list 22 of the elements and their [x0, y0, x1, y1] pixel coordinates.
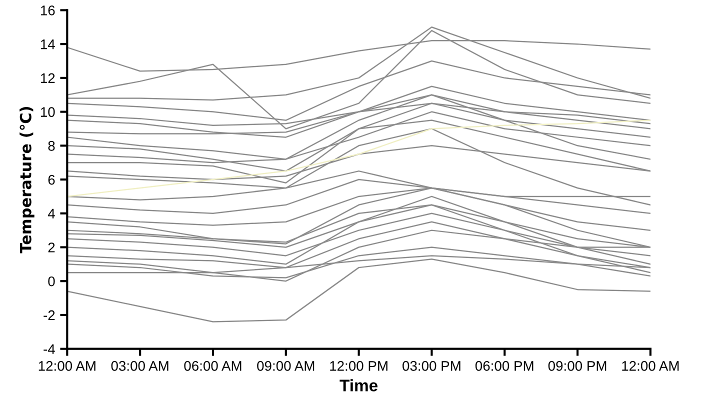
x-tick-label: 06:00 PM — [475, 361, 534, 371]
x-tick-label: 06:00 AM — [184, 361, 242, 371]
x-tick-label: 09:00 PM — [548, 361, 606, 371]
y-tick-label: -4 — [44, 344, 55, 354]
x-tick-label: 09:00 AM — [257, 361, 314, 371]
y-tick-label: 16 — [40, 6, 55, 16]
x-tick-label: 12:00 PM — [330, 361, 388, 371]
y-tick-label: 8 — [48, 140, 55, 151]
x-axis-title: Time — [340, 379, 378, 392]
y-tick-label: 12 — [40, 73, 55, 83]
y-tick-label: -2 — [44, 310, 55, 320]
y-tick-label: 2 — [48, 242, 55, 252]
x-tick-label: 12:00 AM — [622, 361, 679, 371]
y-axis-title: Temperature (℃) — [20, 106, 34, 254]
y-tick-label: 0 — [48, 276, 55, 286]
y-tick-label: 14 — [40, 40, 55, 50]
x-tick-label: 03:00 AM — [111, 361, 168, 371]
x-tick-label: 03:00 PM — [402, 361, 460, 371]
y-tick-label: 6 — [48, 174, 55, 185]
x-tick-label: 12:00 AM — [38, 361, 96, 371]
y-tick-label: 10 — [40, 107, 55, 117]
y-tick-label: 4 — [48, 208, 55, 218]
